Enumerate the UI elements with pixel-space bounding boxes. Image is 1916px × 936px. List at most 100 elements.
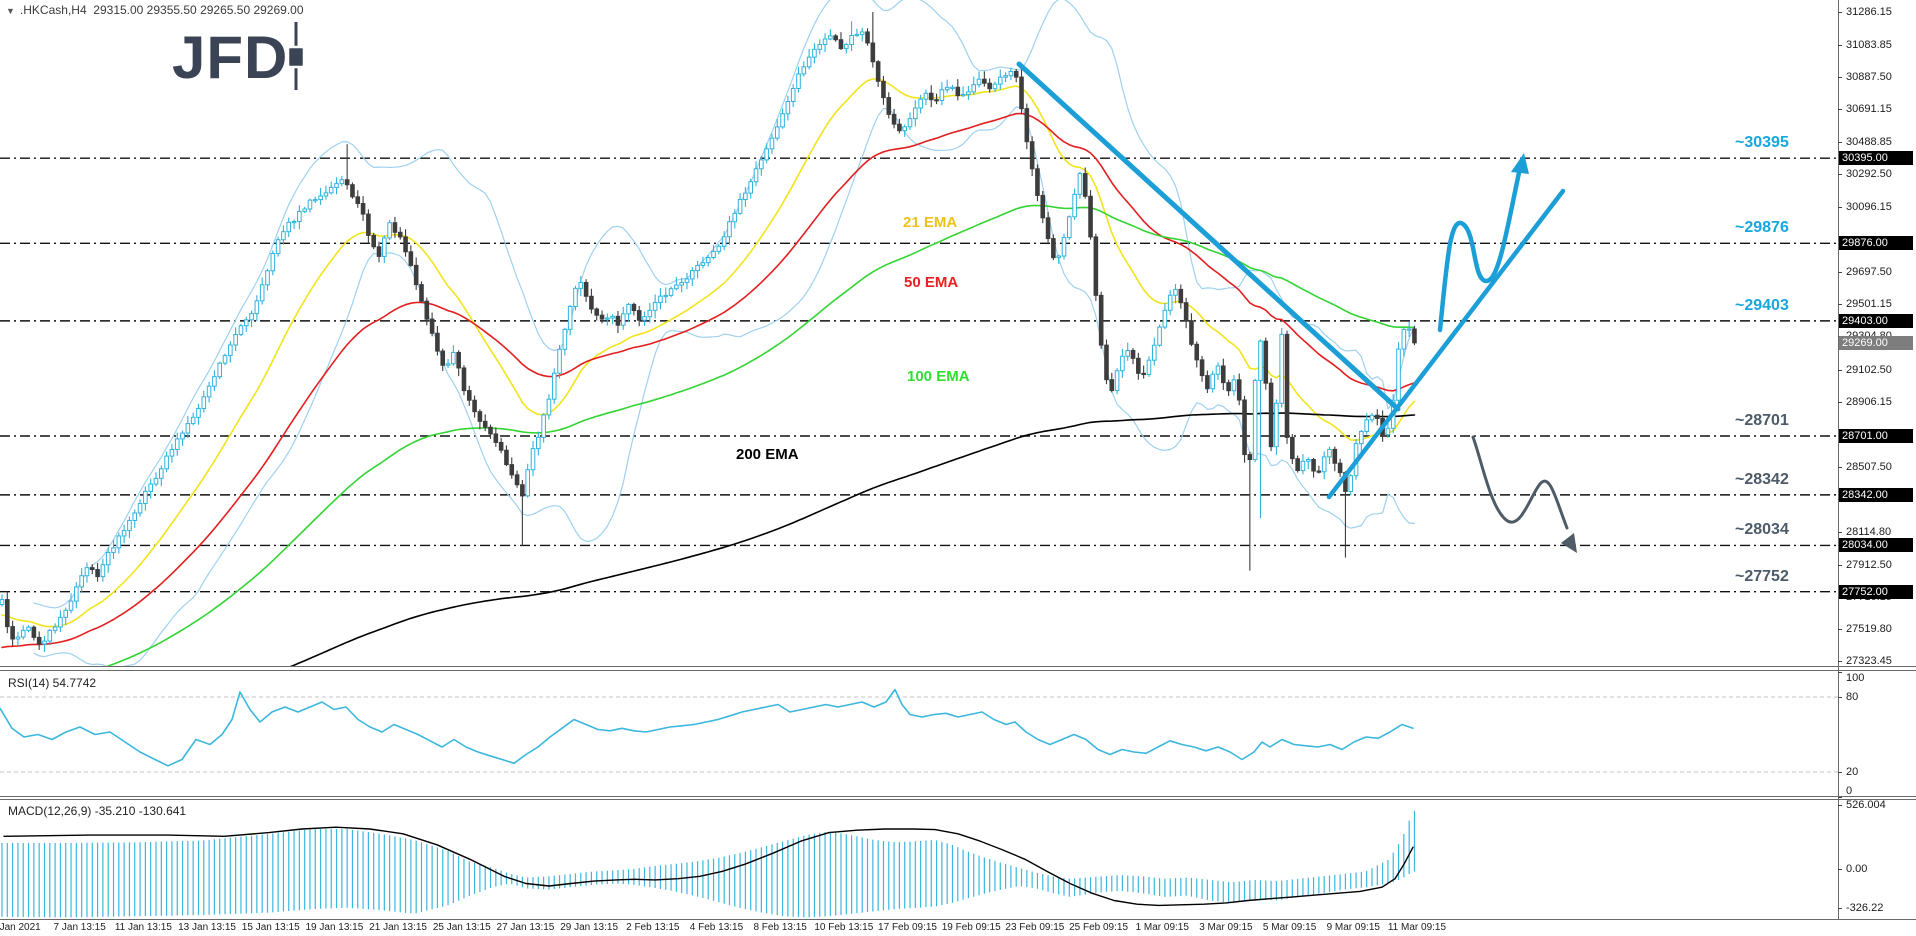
time-axis-label: 11 Jan 13:15	[114, 922, 172, 933]
candle-body	[89, 567, 95, 571]
candle-body	[1130, 349, 1136, 359]
candle-body	[620, 313, 626, 326]
candle-body	[605, 317, 610, 320]
candle-body	[854, 33, 860, 37]
candle-body	[881, 80, 886, 99]
candle-body	[700, 262, 706, 266]
time-axis-label: 29 Jan 13:15	[560, 922, 619, 933]
candle-body	[897, 123, 902, 132]
time-axis-label: 7 Jan 13:15	[53, 922, 106, 933]
bullish-arrow-head	[1511, 153, 1529, 174]
candle-body	[1252, 379, 1258, 461]
candle-body	[185, 423, 191, 434]
symbol-dropdown-icon[interactable]: ▼	[6, 6, 15, 16]
candle-body	[328, 186, 334, 194]
candle-body	[477, 411, 483, 422]
candle-body	[631, 303, 637, 312]
axis-separator	[1838, 0, 1839, 920]
candle-body	[1098, 294, 1104, 346]
candle-body	[992, 83, 998, 90]
candle-body	[68, 600, 74, 611]
candle-body	[1120, 355, 1125, 372]
candle-body	[1019, 76, 1024, 110]
candle-body	[822, 38, 828, 45]
price-axis-tick-label: 27519.80	[1846, 623, 1892, 636]
candle-body	[541, 414, 546, 438]
level-label: ~29876	[1735, 219, 1789, 237]
candle-body	[1061, 236, 1067, 257]
panel-divider	[0, 670, 1916, 671]
price-axis-tick-label: 30488.85	[1846, 136, 1892, 149]
uptrend-trendline[interactable]	[1326, 188, 1566, 500]
candle-body	[769, 137, 775, 150]
rsi-panel[interactable]	[0, 670, 1838, 797]
time-axis-label: 2 Feb 13:15	[626, 922, 680, 933]
ema-label: 100 EMA	[907, 368, 970, 385]
candle-body	[1093, 236, 1099, 296]
candle-body	[228, 344, 233, 357]
bullish-projection-arrow[interactable]	[1437, 165, 1523, 333]
candle-body	[950, 86, 955, 89]
price-axis-tick-label: 28114.80	[1846, 525, 1892, 538]
time-axis-label: 8 Feb 13:15	[753, 922, 807, 933]
candle-body	[217, 362, 223, 378]
candle-body	[865, 31, 870, 44]
candle-body	[520, 484, 525, 497]
candle-body	[1221, 365, 1226, 384]
price-level-box: 29403.00	[1839, 313, 1913, 328]
price-axis-tick	[1838, 467, 1842, 469]
macd-axis-tick-label: -326.22	[1846, 902, 1884, 915]
candle-body	[573, 287, 578, 307]
candle-body	[392, 222, 398, 233]
candle-body	[870, 42, 876, 63]
candle-body	[902, 126, 908, 132]
candle-body	[270, 253, 276, 272]
rsi-axis-tick-label: 0	[1846, 784, 1853, 797]
candle-body	[1263, 340, 1269, 384]
candle-body	[971, 84, 977, 93]
candle-body	[222, 355, 228, 364]
bearish-projection-arrow[interactable]	[1471, 435, 1569, 530]
candle-body	[26, 626, 31, 631]
candle-body	[466, 390, 472, 401]
macd-axis-tick	[1838, 908, 1842, 910]
price-axis-tick-label: 28507.50	[1846, 461, 1892, 474]
rsi-axis-tick	[1838, 696, 1842, 698]
candle-body	[1035, 168, 1040, 196]
time-axis-label: 3 Mar 09:15	[1199, 922, 1253, 933]
level-label: ~28342	[1735, 470, 1789, 488]
candle-body	[960, 93, 966, 97]
candle-body	[859, 31, 865, 35]
candle-body	[1157, 326, 1162, 346]
bearish-arrow-head	[1561, 533, 1577, 553]
time-axis-label: 15 Jan 13:15	[241, 922, 300, 933]
candle-body	[780, 113, 785, 128]
candle-body	[1141, 372, 1146, 376]
candle-body	[759, 159, 764, 170]
candle-body	[1183, 302, 1189, 322]
candle-body	[1274, 402, 1279, 448]
candle-body	[143, 490, 148, 505]
time-axis-label: 25 Feb 09:15	[1069, 922, 1129, 933]
time-axis-label: 5 Mar 09:15	[1262, 922, 1317, 933]
candle-body	[482, 420, 488, 428]
candle-body	[1364, 419, 1369, 432]
candle-body	[249, 313, 254, 321]
main-chart-can[interactable]	[0, 0, 1838, 667]
candle-body	[429, 318, 435, 334]
candle-body	[153, 477, 159, 485]
macd-panel[interactable]	[0, 799, 1838, 919]
candle-body	[498, 441, 504, 451]
candle-body	[42, 640, 47, 645]
candle-body	[1300, 460, 1306, 472]
candle-body	[1412, 328, 1417, 344]
downtrend-trendline[interactable]	[1016, 61, 1401, 412]
time-axis-label: 27 Jan 13:15	[496, 922, 555, 933]
candle-body	[1305, 459, 1311, 462]
price-level-box: 27752.00	[1839, 584, 1913, 599]
logo-candle-body	[286, 45, 306, 69]
candle-body	[1327, 448, 1332, 458]
candle-body	[785, 101, 791, 115]
candle-body	[31, 626, 37, 638]
candle-body	[111, 547, 116, 553]
